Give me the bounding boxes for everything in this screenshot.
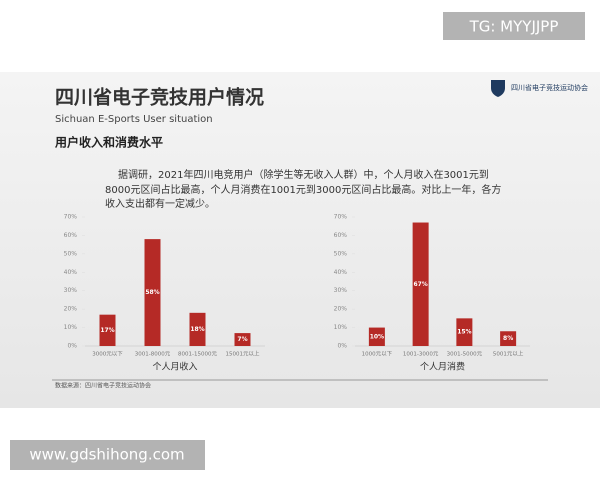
x-tick-label: 15001元以上: [226, 350, 260, 358]
paragraph-line: 收入支出都有一定减少。: [105, 197, 215, 210]
y-tick-label: 20%: [64, 306, 78, 313]
watermark-bottom: www.gdshihong.com: [29, 446, 184, 464]
y-tick-label: 0%: [337, 343, 347, 350]
x-tick-label: 1001-3000元: [403, 351, 439, 358]
x-tick-label: 3001-8000元: [135, 351, 171, 358]
watermark-top: TG: MYYJJPP: [469, 18, 559, 36]
x-tick-label: 1000元以下: [362, 351, 393, 358]
x-axis-label: 个人月消费: [420, 361, 465, 373]
y-tick-label: 70%: [64, 214, 78, 221]
paragraph-line: 8000元区间占比最高，个人月消费在1001元到3000元区间占比最高。对比上一…: [105, 183, 501, 196]
section-title: 用户收入和消费水平: [54, 135, 163, 150]
y-tick-label: 20%: [334, 306, 348, 313]
slide-subtitle: Sichuan E-Sports User situation: [55, 114, 213, 125]
bar: [412, 222, 429, 346]
y-tick-label: 50%: [64, 250, 78, 257]
value-label: 67%: [413, 281, 427, 288]
y-tick-label: 40%: [334, 269, 348, 276]
value-label: 17%: [100, 327, 114, 334]
x-tick-label: 3000元以下: [92, 351, 123, 358]
watermark-box: [10, 440, 205, 470]
x-tick-label: 5001元以上: [493, 350, 524, 358]
bar: [234, 333, 251, 346]
y-tick-label: 10%: [334, 324, 348, 331]
value-label: 7%: [237, 336, 247, 343]
y-tick-label: 60%: [334, 232, 348, 239]
slide-title: 四川省电子竞技用户情况: [55, 86, 264, 109]
slide: [0, 72, 600, 408]
y-tick-label: 50%: [334, 250, 348, 257]
x-axis-label: 个人月收入: [152, 361, 197, 373]
bar: [456, 318, 473, 346]
value-label: 18%: [190, 326, 204, 333]
y-tick-label: 30%: [64, 287, 78, 294]
bar: [368, 327, 385, 346]
x-tick-label: 3001-5000元: [447, 351, 483, 358]
watermark-box: [443, 12, 585, 40]
value-label: 10%: [370, 333, 384, 340]
y-tick-label: 40%: [64, 269, 78, 276]
source: 数据来源：四川省电子竞技运动协会: [55, 382, 151, 390]
paragraph-line: 据调研，2021年四川电竞用户（除学生等无收入人群）中，个人月收入在3001元到: [118, 168, 489, 181]
y-tick-label: 70%: [334, 214, 348, 221]
value-label: 58%: [145, 289, 159, 296]
value-label: 8%: [503, 335, 513, 342]
y-tick-label: 10%: [64, 324, 78, 331]
x-tick-label: 8001-15000元: [178, 351, 217, 358]
logo-icon: [491, 80, 505, 97]
bar: [500, 331, 517, 346]
y-tick-label: 0%: [67, 343, 77, 350]
bar: [189, 312, 206, 346]
bar: [144, 239, 161, 346]
bar: [99, 314, 116, 346]
value-label: 15%: [457, 329, 471, 336]
y-tick-label: 60%: [64, 232, 78, 239]
logo-text: 四川省电子竞技运动协会: [511, 83, 588, 92]
y-tick-label: 30%: [334, 287, 348, 294]
